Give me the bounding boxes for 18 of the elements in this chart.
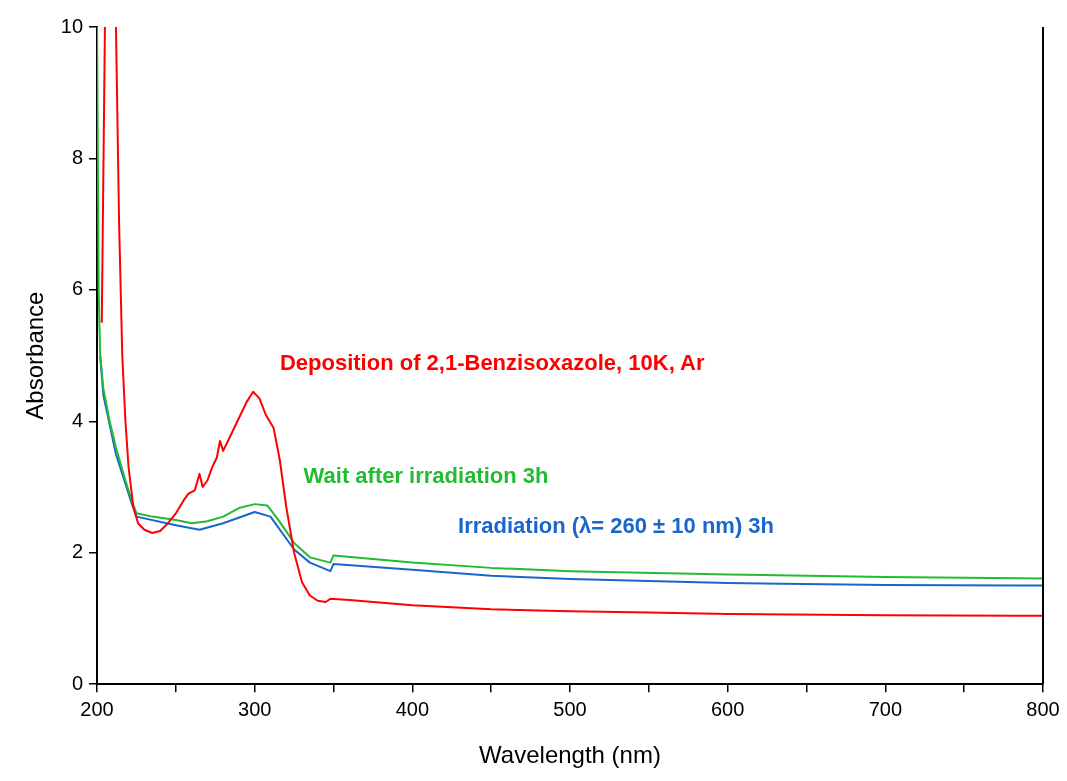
y-tick-label: 8 bbox=[71, 145, 84, 168]
y-tick-label: 10 bbox=[60, 14, 84, 37]
x-tick-label: 200 bbox=[80, 697, 114, 720]
y-axis-title: Absorbance bbox=[21, 291, 49, 420]
series-label: Deposition of 2,1-Benzisoxazole, 10K, Ar bbox=[279, 349, 705, 375]
y-tick-label: 4 bbox=[71, 408, 84, 431]
x-tick-label: 400 bbox=[395, 697, 430, 720]
y-tick-label: 2 bbox=[71, 540, 84, 563]
y-tick-label: 6 bbox=[71, 277, 84, 300]
x-axis-title: Wavelength (nm) bbox=[479, 741, 661, 769]
x-tick-label: 800 bbox=[1026, 697, 1060, 720]
x-tick-label: 500 bbox=[553, 697, 587, 720]
x-tick-label: 700 bbox=[868, 697, 903, 720]
y-tick-label: 0 bbox=[71, 671, 84, 694]
x-tick-label: 300 bbox=[238, 697, 272, 720]
series-label: Wait after irradiation 3h bbox=[303, 463, 549, 489]
series-label: Irradiation (λ= 260 ± 10 nm) 3h bbox=[458, 513, 774, 539]
x-tick-label: 600 bbox=[710, 697, 745, 720]
